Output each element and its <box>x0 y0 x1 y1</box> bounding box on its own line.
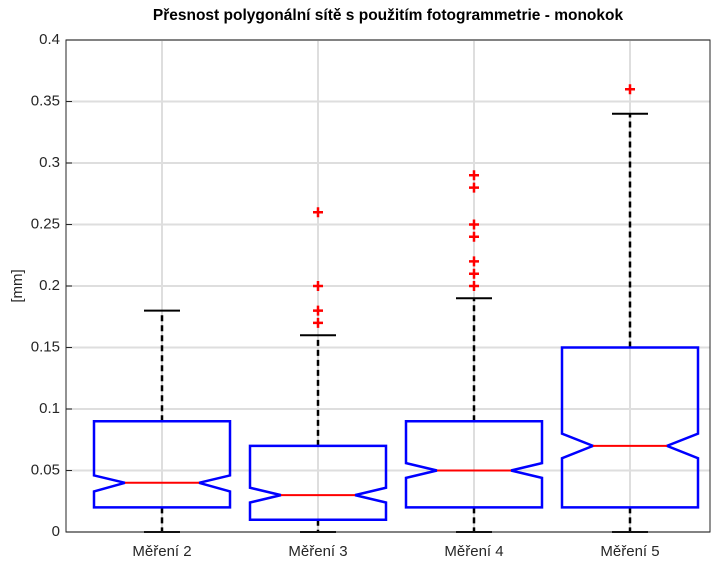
box <box>404 420 544 509</box>
y-tick-label: 0 <box>52 523 60 540</box>
outlier <box>469 268 479 279</box>
y-tick-label: 0.3 <box>39 154 60 171</box>
y-tick-label: 0.15 <box>31 338 60 355</box>
outlier <box>469 219 479 230</box>
outlier <box>313 281 323 291</box>
outlier <box>313 207 323 218</box>
outlier <box>313 305 323 316</box>
y-tick-label: 0.1 <box>39 400 60 417</box>
outlier <box>625 84 635 95</box>
x-tick-label: Měření 3 <box>288 543 347 560</box>
y-tick-label: 0.25 <box>31 215 60 232</box>
outlier <box>469 170 479 181</box>
box <box>92 420 232 509</box>
box <box>560 346 700 509</box>
outlier <box>469 256 479 267</box>
x-tick-label: Měření 4 <box>444 543 503 560</box>
outlier <box>469 182 479 193</box>
outlier <box>469 231 479 242</box>
x-tick-label: Měření 5 <box>600 543 659 560</box>
outlier <box>469 281 479 291</box>
outlier <box>313 317 323 328</box>
y-tick-label: 0.35 <box>31 92 60 109</box>
box <box>248 444 388 521</box>
y-tick-label: 0.2 <box>39 277 60 294</box>
y-tick-label: 0.4 <box>39 31 60 48</box>
y-tick-label: 0.05 <box>31 461 60 478</box>
chart-title: Přesnost polygonální sítě s použitím fot… <box>153 7 624 24</box>
x-tick-label: Měření 2 <box>132 543 191 560</box>
y-axis-label: [mm] <box>9 269 26 302</box>
